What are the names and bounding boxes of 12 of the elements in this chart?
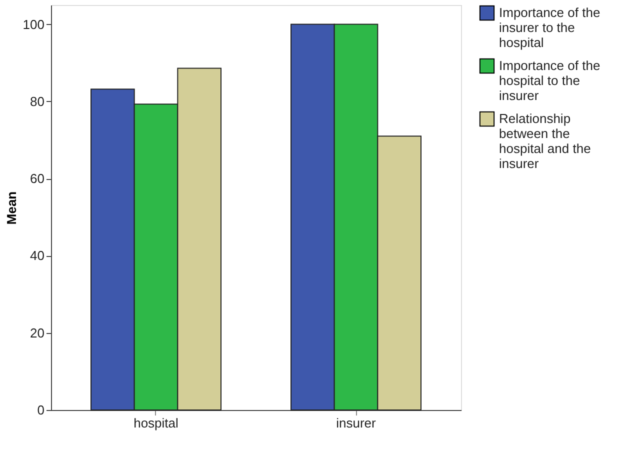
legend-label: Relationship between the hospital and the insurer — [499, 111, 591, 171]
legend-label: Importance of the insurer to the hospital — [499, 5, 600, 50]
x-tick-label: hospital — [134, 416, 179, 430]
y-tick-label: 60 — [30, 171, 44, 186]
y-tick-label: 0 — [37, 402, 44, 418]
legend-label: Importance of the hospital to the insurer — [499, 58, 600, 103]
y-tick-label: 80 — [30, 94, 44, 109]
y-tick-label: 40 — [30, 248, 44, 264]
y-axis-title: Mean — [4, 191, 19, 225]
y-tick-label: 20 — [30, 325, 44, 340]
y-tick-label: 100 — [22, 16, 44, 32]
x-tick-label: insurer — [336, 416, 377, 430]
